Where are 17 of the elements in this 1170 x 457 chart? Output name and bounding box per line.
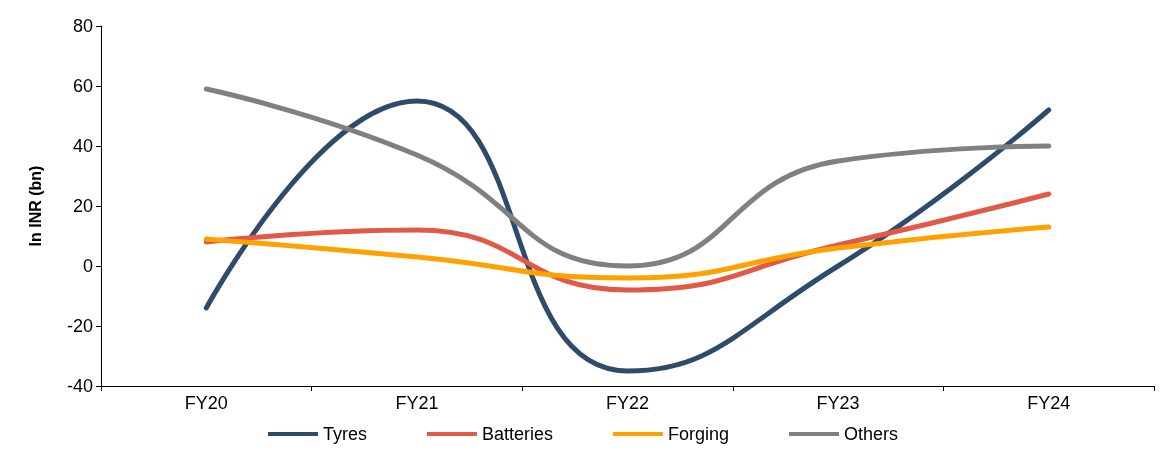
y-tick-label: 60 [72, 76, 93, 96]
x-tick-label: FY20 [184, 393, 228, 413]
y-tick-label: -20 [66, 316, 93, 336]
y-axis-title: In INR (bn) [26, 165, 44, 247]
y-tick-label: 80 [72, 16, 93, 36]
legend-label: Others [844, 424, 899, 444]
legend-label: Tyres [322, 424, 367, 444]
x-tick-label: FY23 [816, 393, 860, 413]
y-tick-label: 40 [72, 136, 93, 156]
x-tick-label: FY21 [395, 393, 439, 413]
legend-label: Batteries [481, 424, 554, 444]
x-tick-label: FY22 [605, 393, 650, 413]
legend-label: Forging [668, 424, 730, 444]
y-tick-label: 20 [72, 196, 93, 216]
x-tick-label: FY24 [1027, 393, 1071, 413]
y-tick-label: 0 [82, 256, 93, 276]
y-tick-label: -40 [66, 376, 93, 396]
